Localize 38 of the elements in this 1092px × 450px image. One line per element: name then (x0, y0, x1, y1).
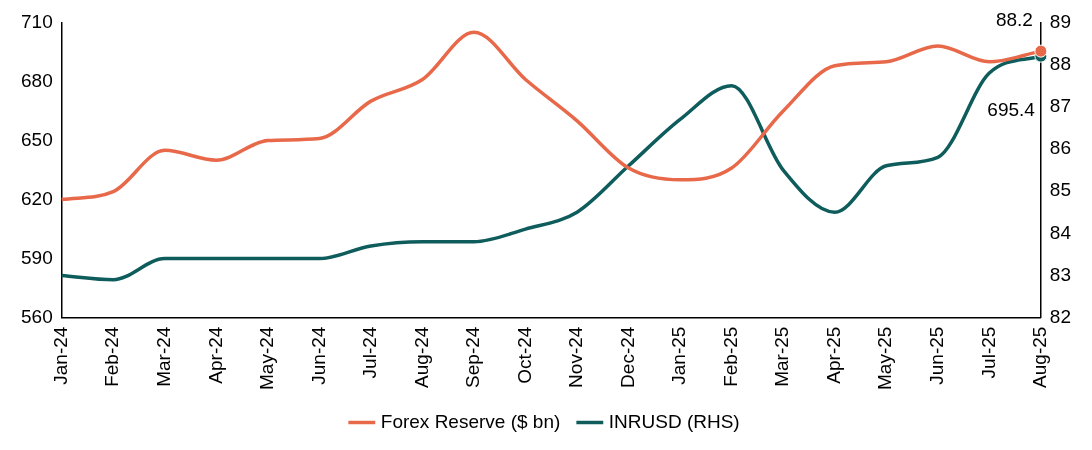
legend-label: INRUSD (RHS) (608, 410, 740, 432)
y2-tick-label: 87 (1049, 94, 1072, 116)
y-tick-label: 620 (21, 187, 53, 209)
y-tick-label: 710 (21, 10, 53, 32)
x-tick-label: May-25 (874, 326, 896, 390)
y2-tick-label: 89 (1049, 10, 1072, 32)
x-tick-label: Aug-24 (410, 326, 432, 388)
x-tick-label: Jul-24 (359, 326, 381, 379)
x-tick-label: Feb-24 (101, 326, 123, 387)
data-label: 695.4 (987, 98, 1036, 120)
x-tick-label: Jan-25 (668, 326, 690, 385)
x-tick-label: Jun-24 (307, 326, 329, 385)
x-tick-label: May-24 (256, 326, 278, 390)
y-tick-label: 680 (21, 69, 53, 91)
legend-label: Forex Reserve ($ bn) (380, 410, 561, 432)
y2-tick-label: 82 (1049, 305, 1072, 327)
y2-tick-label: 88 (1049, 52, 1072, 74)
x-tick-label: Aug-25 (1029, 326, 1051, 388)
x-tick-label: Apr-25 (822, 326, 844, 384)
x-tick-label: Jun-25 (926, 326, 948, 385)
x-tick-label: Jan-24 (49, 326, 71, 385)
x-tick-label: Jul-25 (977, 326, 999, 379)
y-tick-label: 650 (21, 128, 53, 150)
data-label: 88.2 (995, 8, 1033, 30)
y2-tick-label: 84 (1049, 221, 1072, 243)
x-tick-label: Mar-24 (153, 326, 175, 387)
y2-tick-label: 83 (1049, 263, 1072, 285)
x-tick-label: Dec-24 (616, 326, 638, 388)
x-tick-label: Mar-25 (771, 326, 793, 387)
y2-tick-label: 86 (1049, 137, 1072, 159)
x-tick-label: Sep-24 (462, 326, 484, 388)
x-tick-label: Feb-25 (719, 326, 741, 387)
y2-tick-label: 85 (1049, 179, 1072, 201)
x-tick-label: Nov-24 (565, 326, 587, 388)
y-tick-label: 590 (21, 246, 53, 268)
x-tick-label: Apr-24 (204, 326, 226, 384)
x-tick-label: Oct-24 (513, 326, 535, 384)
y-tick-label: 560 (21, 305, 53, 327)
